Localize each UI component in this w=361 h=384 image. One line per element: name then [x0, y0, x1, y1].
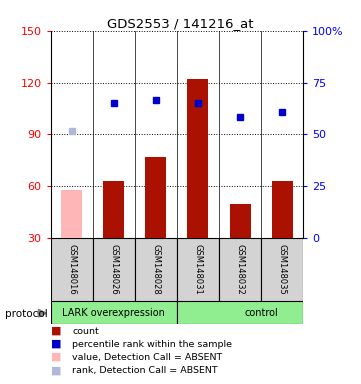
Text: protocol: protocol — [5, 309, 47, 319]
Bar — [51, 301, 177, 324]
Bar — [61, 190, 82, 238]
Text: GSM148028: GSM148028 — [151, 244, 160, 295]
Text: ■: ■ — [51, 352, 61, 362]
Text: control: control — [244, 308, 278, 318]
Text: GSM148032: GSM148032 — [236, 244, 244, 295]
Bar — [230, 204, 251, 238]
Bar — [261, 238, 303, 301]
Bar — [219, 238, 261, 301]
Text: GSM148035: GSM148035 — [278, 244, 287, 295]
Bar — [271, 181, 293, 238]
Text: ■: ■ — [51, 326, 61, 336]
Bar — [135, 238, 177, 301]
Text: GDS2553 / 141216_at: GDS2553 / 141216_at — [107, 17, 254, 30]
Bar — [187, 79, 208, 238]
Text: GSM148026: GSM148026 — [109, 244, 118, 295]
Bar — [145, 157, 166, 238]
Text: rank, Detection Call = ABSENT: rank, Detection Call = ABSENT — [72, 366, 218, 375]
Text: GSM148016: GSM148016 — [67, 244, 76, 295]
Text: value, Detection Call = ABSENT: value, Detection Call = ABSENT — [72, 353, 222, 362]
Bar — [103, 181, 124, 238]
Text: percentile rank within the sample: percentile rank within the sample — [72, 339, 232, 349]
Bar — [177, 301, 303, 324]
Text: ■: ■ — [51, 365, 61, 375]
Bar — [51, 238, 93, 301]
Text: ■: ■ — [51, 339, 61, 349]
Text: GSM148031: GSM148031 — [193, 244, 203, 295]
Bar — [177, 238, 219, 301]
Text: LARK overexpression: LARK overexpression — [62, 308, 165, 318]
Bar — [93, 238, 135, 301]
Text: count: count — [72, 326, 99, 336]
